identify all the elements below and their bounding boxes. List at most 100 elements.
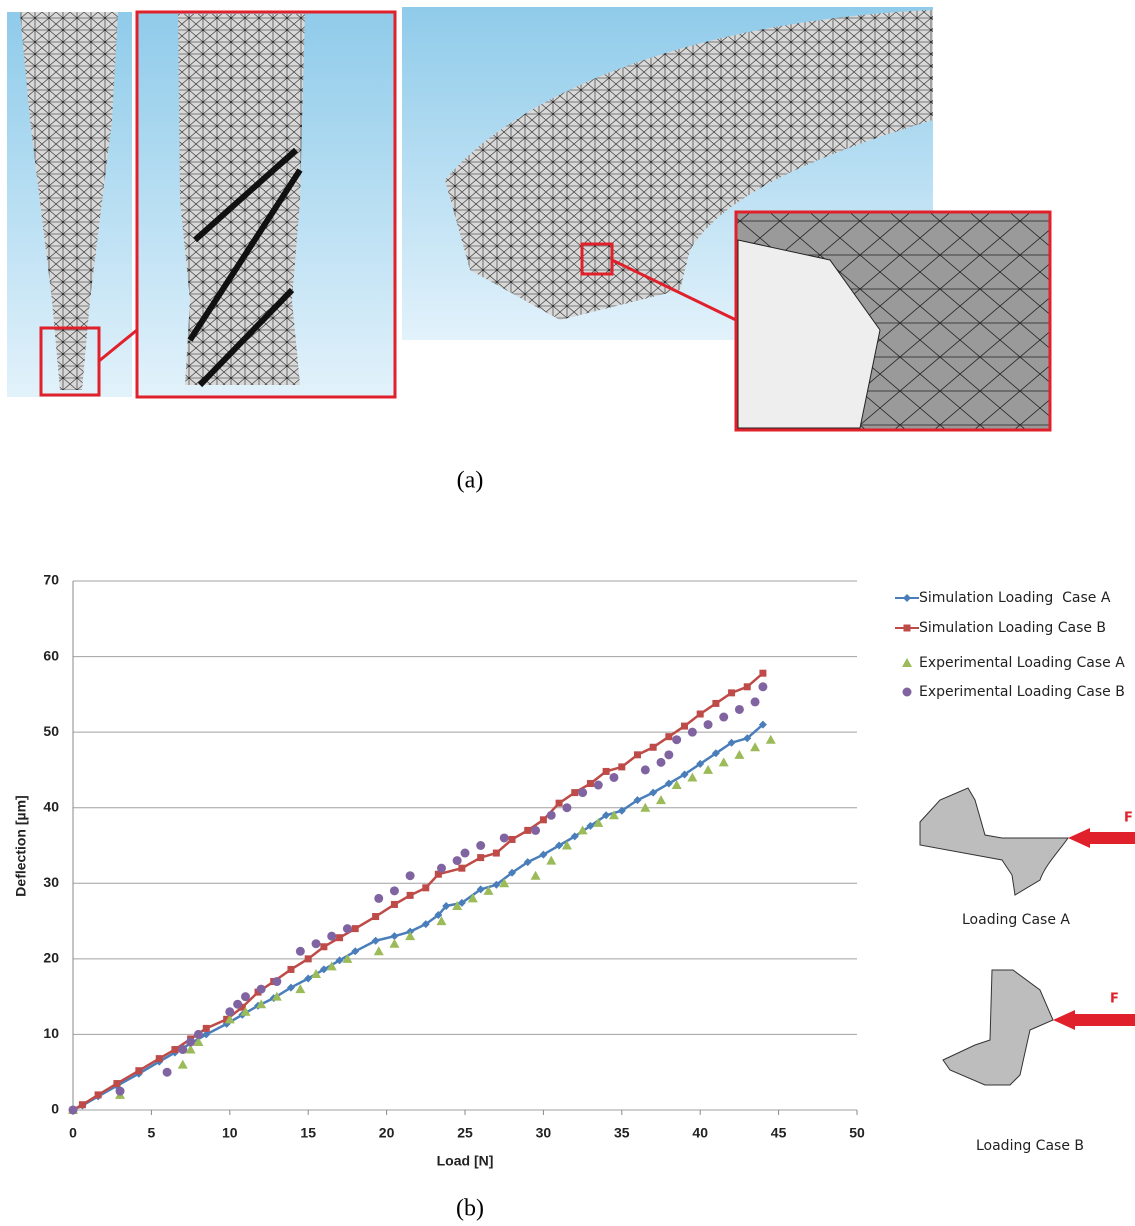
x-axis-title: Load [N] (437, 1153, 494, 1169)
marker (434, 870, 442, 878)
marker (371, 936, 380, 945)
marker (633, 796, 642, 805)
marker (233, 999, 243, 1009)
marker (546, 855, 557, 865)
x-tick-label: 0 (69, 1125, 77, 1141)
x-tick-label: 35 (614, 1125, 630, 1141)
y-tick-label: 60 (43, 647, 59, 663)
x-tick-label: 10 (222, 1125, 238, 1141)
marker (389, 938, 400, 948)
marker (171, 1046, 179, 1054)
marker (703, 764, 714, 774)
marker (483, 885, 494, 895)
marker (405, 931, 416, 941)
marker (759, 669, 767, 677)
marker (202, 1030, 211, 1039)
marker (295, 946, 305, 956)
x-tick-label: 25 (457, 1125, 473, 1141)
marker (703, 720, 713, 730)
marker (743, 734, 752, 743)
marker (94, 1091, 102, 1099)
marker (326, 961, 337, 971)
x-tick-label: 5 (148, 1125, 156, 1141)
marker (406, 891, 414, 899)
marker (452, 900, 463, 910)
marker (492, 880, 501, 889)
plot: 0 10 20 30 40 50 60 70 0 5 10 15 20 25 30 35 40 45 50 Simul… (43, 572, 1125, 1141)
marker (436, 863, 446, 873)
cross-sections (919, 787, 1135, 1086)
marker (193, 1036, 204, 1046)
marker (477, 854, 485, 862)
marker (672, 735, 682, 745)
marker (758, 682, 768, 692)
marker (593, 780, 603, 790)
marker (664, 750, 674, 760)
marker (555, 841, 564, 850)
marker (696, 710, 704, 718)
marker (608, 810, 619, 820)
marker (586, 780, 594, 788)
x-tick-label: 45 (771, 1125, 787, 1141)
marker (640, 802, 651, 812)
marker (335, 956, 344, 965)
marker (202, 1024, 210, 1032)
marker (240, 992, 250, 1002)
marker (351, 925, 359, 933)
marker (311, 968, 322, 978)
marker (390, 932, 399, 941)
marker (765, 734, 776, 744)
y-tick-label: 30 (43, 874, 59, 890)
marker (711, 749, 720, 758)
series-line (72, 672, 764, 1112)
marker (434, 911, 443, 920)
marker (256, 984, 266, 994)
marker (609, 772, 619, 782)
marker (687, 772, 698, 782)
force-label: F (1124, 811, 1133, 826)
marker (113, 1080, 121, 1088)
marker (617, 806, 626, 815)
legend-label: Experimental Loading Case A (919, 655, 1125, 671)
marker (78, 1101, 86, 1109)
marker (687, 727, 697, 737)
marker (185, 1044, 196, 1054)
marker (458, 864, 466, 872)
marker (436, 916, 447, 926)
marker (602, 811, 611, 820)
marker (372, 913, 380, 921)
x-tick-label: 15 (300, 1125, 316, 1141)
marker (304, 955, 312, 963)
marker (421, 920, 430, 929)
marker (727, 738, 736, 747)
marker (327, 931, 337, 941)
marker (508, 835, 516, 843)
y-tick-label: 50 (43, 723, 59, 739)
mesh-images (7, 7, 1052, 432)
marker (186, 1037, 196, 1047)
marker (664, 779, 673, 788)
marker (68, 1105, 78, 1115)
marker (286, 983, 295, 992)
marker (562, 803, 572, 813)
marker (681, 722, 689, 730)
marker (442, 901, 451, 910)
marker (649, 743, 657, 751)
marker (319, 965, 328, 974)
x-tick-label: 40 (692, 1125, 708, 1141)
marker (524, 826, 532, 834)
marker (342, 924, 352, 934)
marker (460, 848, 470, 858)
marker (193, 1029, 203, 1039)
marker (135, 1067, 143, 1075)
legend-label: Simulation Loading Case A (919, 590, 1111, 606)
marker (712, 699, 720, 707)
marker (240, 1006, 251, 1016)
marker (295, 984, 306, 994)
marker (287, 965, 295, 973)
marker (342, 953, 353, 963)
marker (571, 789, 579, 797)
marker (224, 1014, 235, 1024)
marker (539, 850, 548, 859)
